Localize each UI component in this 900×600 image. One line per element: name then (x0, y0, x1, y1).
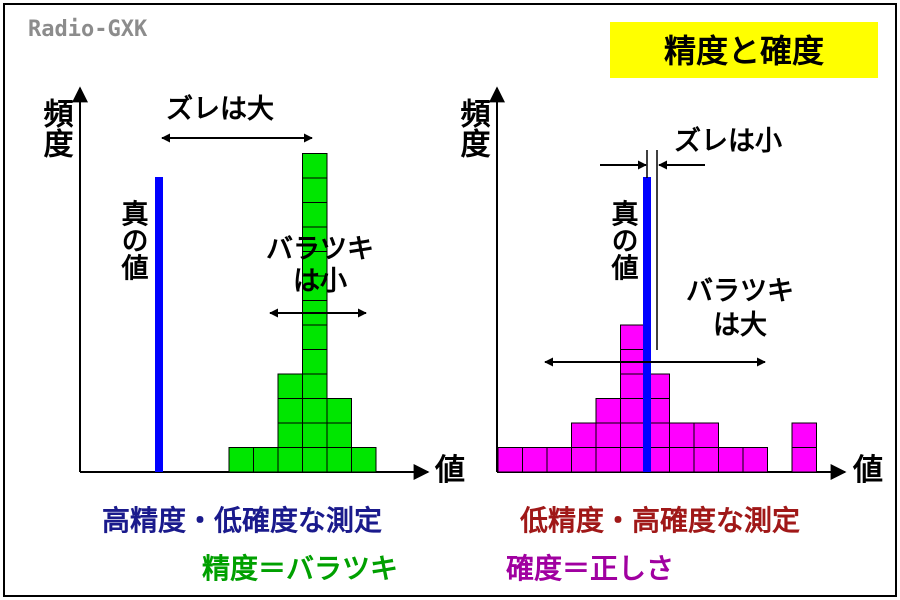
right-definition: 確度＝正しさ (506, 552, 674, 585)
left-true-value-label: 真の値 (117, 199, 150, 280)
left-x-axis-label: 値 (434, 453, 465, 488)
right-histogram-cell (693, 447, 719, 473)
right-true-value-label: 真の値 (607, 199, 640, 280)
right-histogram-cell (522, 447, 548, 473)
right-histogram-cell (497, 447, 523, 473)
right-panel: 頻度 値 真の値 ズレは小 バラツキ は大 低精度・高確度な測定 確度＝正しさ (455, 86, 883, 585)
right-true-value-line (643, 177, 651, 472)
right-x-axis-label: 値 (852, 453, 883, 488)
right-histogram-cell (693, 422, 719, 448)
left-histogram-cell (277, 398, 303, 424)
right-spread-label-line1: バラツキ (686, 276, 794, 307)
left-definition: 精度＝バラツキ (202, 552, 398, 585)
left-histogram-cell (326, 398, 352, 424)
right-histogram-cell (791, 422, 817, 448)
left-panel: 頻度 値 真の値 ズレは大 バラツキ は小 高精度・低確度な測定 精度＝バラツキ (38, 86, 465, 585)
right-spread-label-line2: は大 (713, 310, 767, 341)
left-histogram-cell (302, 251, 328, 277)
left-histogram-cell (302, 177, 328, 203)
left-histogram-cell (277, 447, 303, 473)
left-histogram-cell (326, 447, 352, 473)
left-histogram-cell (302, 324, 328, 350)
left-histogram-cell (277, 422, 303, 448)
right-histogram-cell (791, 447, 817, 473)
right-histogram-cell (571, 447, 597, 473)
right-histogram-cell (595, 398, 621, 424)
right-histogram-cell (669, 422, 695, 448)
right-histogram (497, 324, 817, 473)
diagram-title: 精度と確度 (664, 32, 824, 70)
right-histogram-cell (595, 447, 621, 473)
left-histogram-cell (302, 202, 328, 228)
right-y-axis-label: 頻度 (455, 98, 491, 159)
right-caption: 低精度・高確度な測定 (519, 504, 800, 537)
right-histogram-cell (620, 398, 646, 424)
left-histogram-cell (302, 349, 328, 375)
right-histogram-cell (595, 422, 621, 448)
right-histogram-cell (546, 447, 572, 473)
left-histogram (228, 153, 377, 473)
right-histogram-cell (742, 447, 768, 473)
right-histogram-cell (620, 447, 646, 473)
right-bias-label: ズレは小 (674, 125, 782, 157)
right-histogram-cell (718, 447, 744, 473)
left-histogram-cell (302, 422, 328, 448)
left-histogram-cell (277, 373, 303, 399)
right-histogram-cell (571, 422, 597, 448)
left-histogram-cell (302, 398, 328, 424)
left-histogram-cell (253, 447, 279, 473)
left-caption: 高精度・低確度な測定 (102, 504, 382, 537)
right-histogram-cell (669, 447, 695, 473)
left-true-value-line (155, 177, 163, 472)
left-histogram-cell (228, 447, 254, 473)
left-histogram-cell (351, 447, 377, 473)
left-histogram-cell (302, 275, 328, 301)
left-histogram-cell (302, 153, 328, 179)
outer-border (3, 3, 897, 597)
right-histogram-cell (620, 422, 646, 448)
brand-label: Radio-GXK (28, 17, 148, 42)
right-histogram-cell (620, 324, 646, 350)
left-spread-label-line2: は小 (293, 266, 347, 297)
right-histogram-cell (620, 373, 646, 399)
left-spread-label-line1: バラツキ (266, 234, 374, 265)
left-y-axis-label: 頻度 (38, 98, 74, 159)
left-histogram-cell (326, 422, 352, 448)
left-histogram-cell (302, 373, 328, 399)
left-bias-label: ズレは大 (166, 93, 274, 125)
title-box (610, 22, 878, 78)
left-histogram-cell (302, 447, 328, 473)
